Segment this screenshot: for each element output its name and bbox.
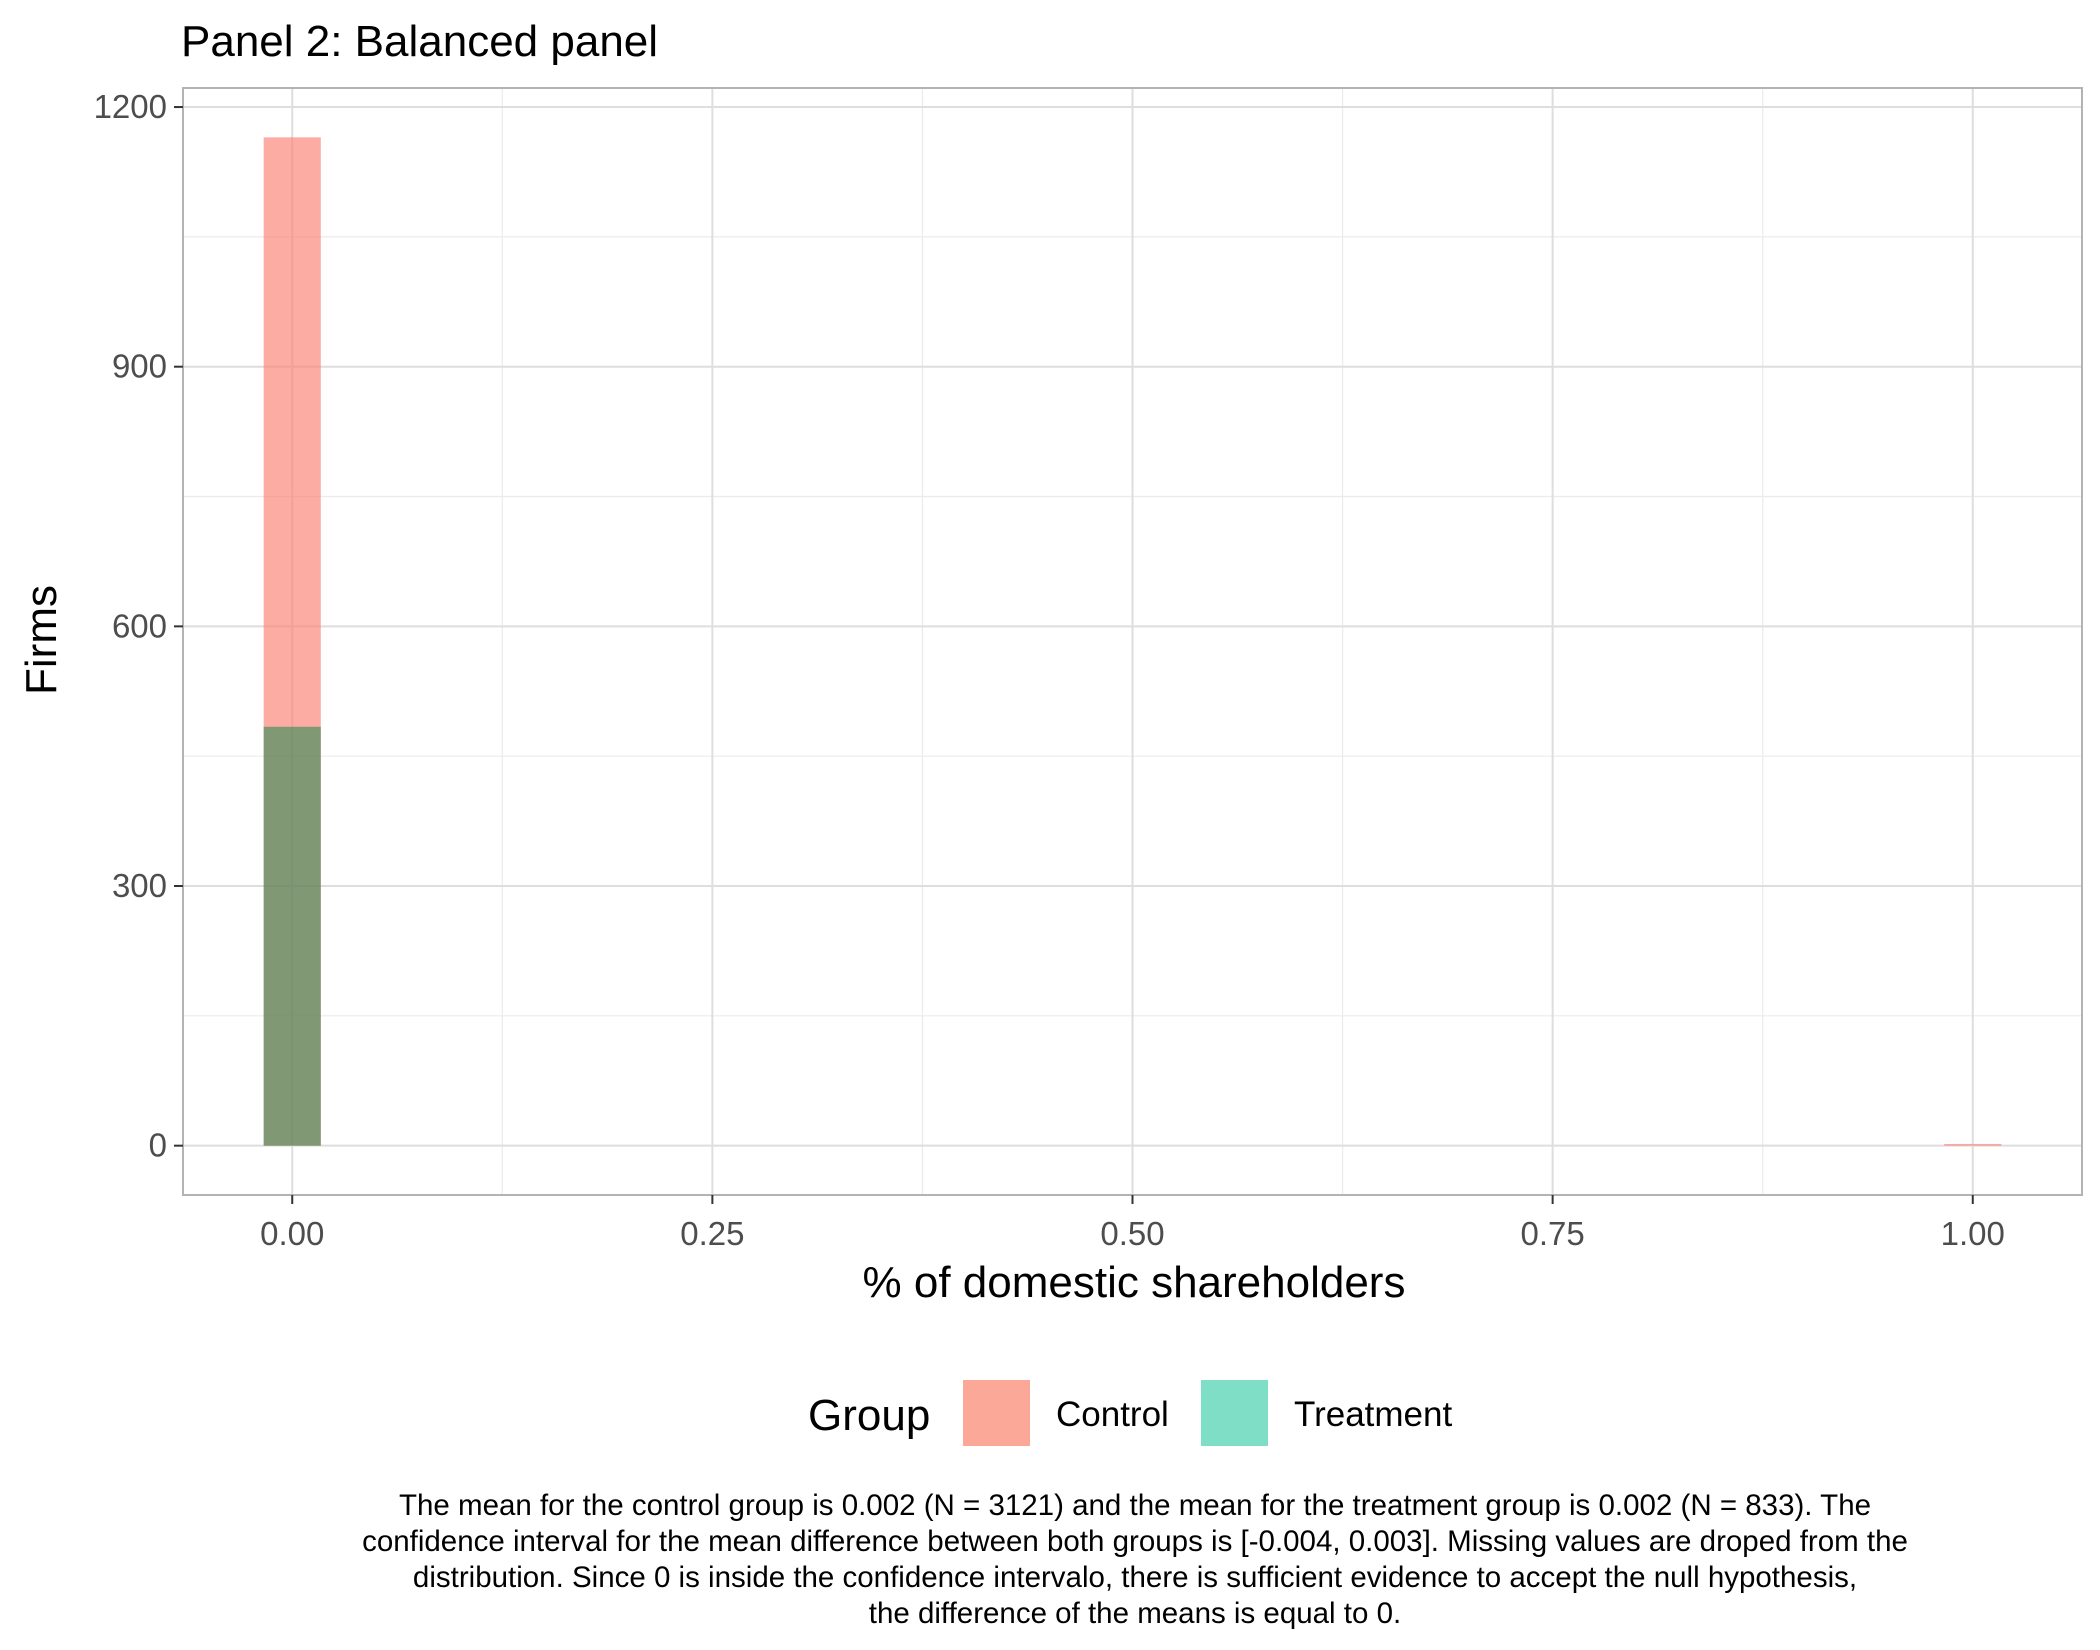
y-tick-label: 900 bbox=[112, 348, 167, 385]
legend-item-treatment: Treatment bbox=[1201, 1380, 1452, 1446]
y-axis-title: Firms bbox=[17, 585, 66, 695]
major-gridlines bbox=[183, 88, 2082, 1195]
chart-caption: The mean for the control group is 0.002 … bbox=[210, 1488, 2060, 1632]
histogram-bars bbox=[263, 137, 2002, 1146]
x-axis-title: % of domestic shareholders bbox=[863, 1258, 1406, 1307]
x-tick-label: 0.00 bbox=[260, 1215, 324, 1252]
y-tick-label: 0 bbox=[149, 1127, 167, 1164]
x-tick-label: 1.00 bbox=[1941, 1215, 2005, 1252]
legend-title: Group bbox=[808, 1391, 930, 1440]
legend-swatch-treatment bbox=[1201, 1380, 1268, 1446]
bar-control bbox=[1944, 1143, 2002, 1146]
legend-label-control: Control bbox=[1056, 1395, 1169, 1434]
chart-title: Panel 2: Balanced panel bbox=[181, 17, 658, 66]
x-tick-label: 0.25 bbox=[680, 1215, 744, 1252]
caption-line: confidence interval for the mean differe… bbox=[362, 1525, 1908, 1558]
legend-item-control: Control bbox=[963, 1380, 1169, 1446]
y-tick-label: 300 bbox=[112, 867, 167, 904]
x-tick-label: 0.50 bbox=[1100, 1215, 1164, 1252]
legend-label-treatment: Treatment bbox=[1294, 1395, 1452, 1434]
bar-treatment bbox=[263, 726, 321, 1146]
x-tick-label: 0.75 bbox=[1521, 1215, 1585, 1252]
caption-line: the difference of the means is equal to … bbox=[868, 1597, 1402, 1630]
y-tick-label: 1200 bbox=[94, 88, 167, 125]
axis-ticks: 0.00 0.25 0.50 0.75 1.00 0 300 600 900 1200 bbox=[94, 88, 2005, 1252]
y-tick-label: 600 bbox=[112, 607, 167, 644]
caption-line: The mean for the control group is 0.002 … bbox=[398, 1489, 1872, 1522]
legend: Group Control Treatment bbox=[808, 1380, 1452, 1446]
caption-line: distribution. Since 0 is inside the conf… bbox=[412, 1561, 1858, 1594]
legend-swatch-control bbox=[963, 1380, 1030, 1446]
